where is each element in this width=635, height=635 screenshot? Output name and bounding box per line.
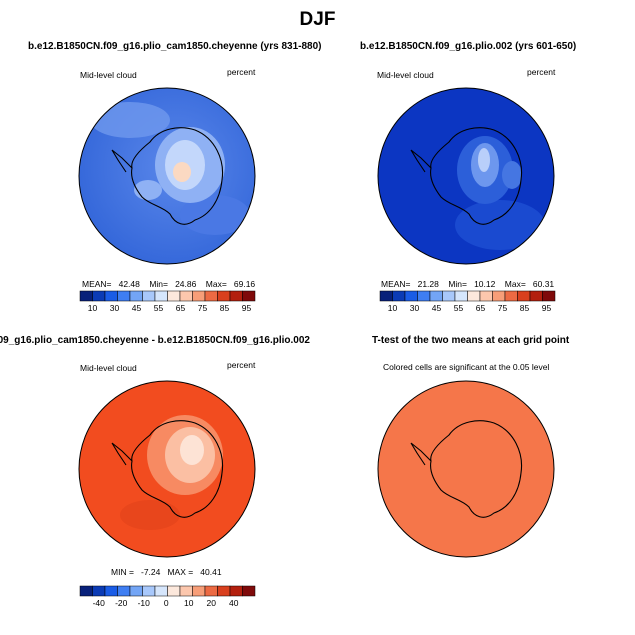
panel-3-colorbar-swatch <box>142 585 156 597</box>
panel-2-colorbar-swatch <box>504 290 518 302</box>
panel-1-colorbar-tick-label: 10 <box>88 303 98 313</box>
panel-1-colorbar-swatch <box>129 290 143 302</box>
panel-2-colorbar-tick-label: 55 <box>454 303 464 313</box>
panel-3-colorbar-tick-label: 20 <box>207 598 217 608</box>
panel-1-colorbar: 10 30 45 55 65 75 85 95 <box>79 290 256 313</box>
panel-1-stats: MEAN= 42.48 Min= 24.86 Max= 69.16 <box>82 279 256 289</box>
panel-2-colorbar-swatch <box>529 290 543 302</box>
panel-1-map <box>78 87 256 265</box>
panel-1-colorbar-tick-label: 85 <box>220 303 230 313</box>
panel-2-colorbar-tick-label: 30 <box>410 303 420 313</box>
panel-2-colorbar-swatch <box>479 290 493 302</box>
panel-1-variable-label: Mid-level cloud <box>80 70 137 80</box>
panel-3-colorbar-swatch <box>179 585 193 597</box>
panel-1-colorbar-swatch <box>92 290 106 302</box>
panel-2-colorbar-swatch <box>429 290 443 302</box>
panel-2-colorbar: 10 30 45 55 65 75 85 95 <box>379 290 556 313</box>
panel-3-colorbar-swatch <box>92 585 106 597</box>
panel-3-colorbar-tick-label: -10 <box>138 598 151 608</box>
panel-3-colorbar-tick-label: -40 <box>93 598 106 608</box>
panel-1-colorbar-tick-label: 45 <box>132 303 142 313</box>
panel-3-colorbar-swatch <box>129 585 143 597</box>
panel-2-colorbar-tick-label: 45 <box>432 303 442 313</box>
panel-1-colorbar-swatch <box>104 290 118 302</box>
panel-3-variable-label: Mid-level cloud <box>80 363 137 373</box>
panel-2-colorbar-swatch <box>467 290 481 302</box>
panel-1-colorbar-tick-label: 30 <box>110 303 120 313</box>
panel-3-colorbar-swatch <box>104 585 118 597</box>
panel-2-colorbar-swatch <box>442 290 456 302</box>
panel-3-unit-label: percent <box>227 360 256 370</box>
panel-3-title: B1850CN.f09_g16.plio_cam1850.cheyenne - … <box>0 335 310 346</box>
panel-1-unit-label: percent <box>227 67 256 77</box>
panel-2-colorbar-swatch <box>417 290 431 302</box>
panel-1-colorbar-swatch <box>204 290 218 302</box>
panel-3-stats: MIN = -7.24 MAX = 40.41 <box>111 567 222 577</box>
panel-2-colorbar-swatch <box>379 290 393 302</box>
panel-2-colorbar-tick-label: 95 <box>542 303 552 313</box>
panel-2-colorbar-tick-label: 10 <box>388 303 398 313</box>
panel-2-variable-label: Mid-level cloud <box>377 70 434 80</box>
panel-2-stats: MEAN= 21.28 Min= 10.12 Max= 60.31 <box>381 279 555 289</box>
panel-4-map <box>377 380 555 558</box>
panel-2-map <box>377 87 555 265</box>
panel-1-title: b.e12.B1850CN.f09_g16.plio_cam1850.cheye… <box>28 41 322 52</box>
panel-3-colorbar-tick-label: -20 <box>115 598 128 608</box>
panel-1-colorbar-swatch <box>79 290 93 302</box>
panel-2-colorbar-tick-label: 75 <box>498 303 508 313</box>
panel-2-colorbar-swatch <box>392 290 406 302</box>
panel-4-title: T-test of the two means at each grid poi… <box>372 335 570 346</box>
panel-1-colorbar-swatch <box>192 290 206 302</box>
panel-4-subtitle: Colored cells are significant at the 0.0… <box>383 362 550 372</box>
panel-3-colorbar-swatch <box>167 585 181 597</box>
panel-3-colorbar-swatch <box>229 585 243 597</box>
panel-3-colorbar-tick-label: 40 <box>229 598 239 608</box>
panel-3-colorbar-swatch <box>192 585 206 597</box>
panel-3-colorbar-tick-label: 0 <box>164 598 169 608</box>
panel-3-colorbar-swatch <box>204 585 218 597</box>
panel-1-colorbar-swatch <box>154 290 168 302</box>
panel-1-colorbar-tick-label: 65 <box>176 303 186 313</box>
panel-2-colorbar-swatch <box>404 290 418 302</box>
panel-2-colorbar-tick-label: 85 <box>520 303 530 313</box>
figure-title: DJF <box>299 9 336 30</box>
panel-1-colorbar-tick-label: 75 <box>198 303 208 313</box>
panel-3-colorbar-swatch <box>79 585 93 597</box>
panel-1-colorbar-swatch <box>242 290 256 302</box>
panel-2-colorbar-swatch <box>542 290 556 302</box>
panel-1-colorbar-swatch <box>167 290 181 302</box>
panel-3-colorbar-swatch <box>154 585 168 597</box>
panel-1-colorbar-tick-label: 55 <box>154 303 164 313</box>
panel-3-colorbar-tick-label: 10 <box>184 598 194 608</box>
panel-2-colorbar-swatch <box>492 290 506 302</box>
panel-1-colorbar-swatch <box>229 290 243 302</box>
panel-2-unit-label: percent <box>527 67 556 77</box>
panel-2-title: b.e12.B1850CN.f09_g16.plio.002 (yrs 601-… <box>360 41 577 52</box>
panel-2-colorbar-tick-label: 65 <box>476 303 486 313</box>
panel-2-colorbar-swatch <box>454 290 468 302</box>
panel-3-map <box>78 380 256 558</box>
panel-3-colorbar-swatch <box>242 585 256 597</box>
panel-1-colorbar-swatch <box>142 290 156 302</box>
panel-2-colorbar-swatch <box>517 290 531 302</box>
panel-1-colorbar-swatch <box>117 290 131 302</box>
panel-3-colorbar-swatch <box>117 585 131 597</box>
panel-3-colorbar-swatch <box>217 585 231 597</box>
panel-1-colorbar-swatch <box>179 290 193 302</box>
panel-3-colorbar: -40 -20 -10 0 10 20 40 <box>79 585 256 608</box>
panel-1-colorbar-swatch <box>217 290 231 302</box>
panel-1-colorbar-tick-label: 95 <box>242 303 252 313</box>
